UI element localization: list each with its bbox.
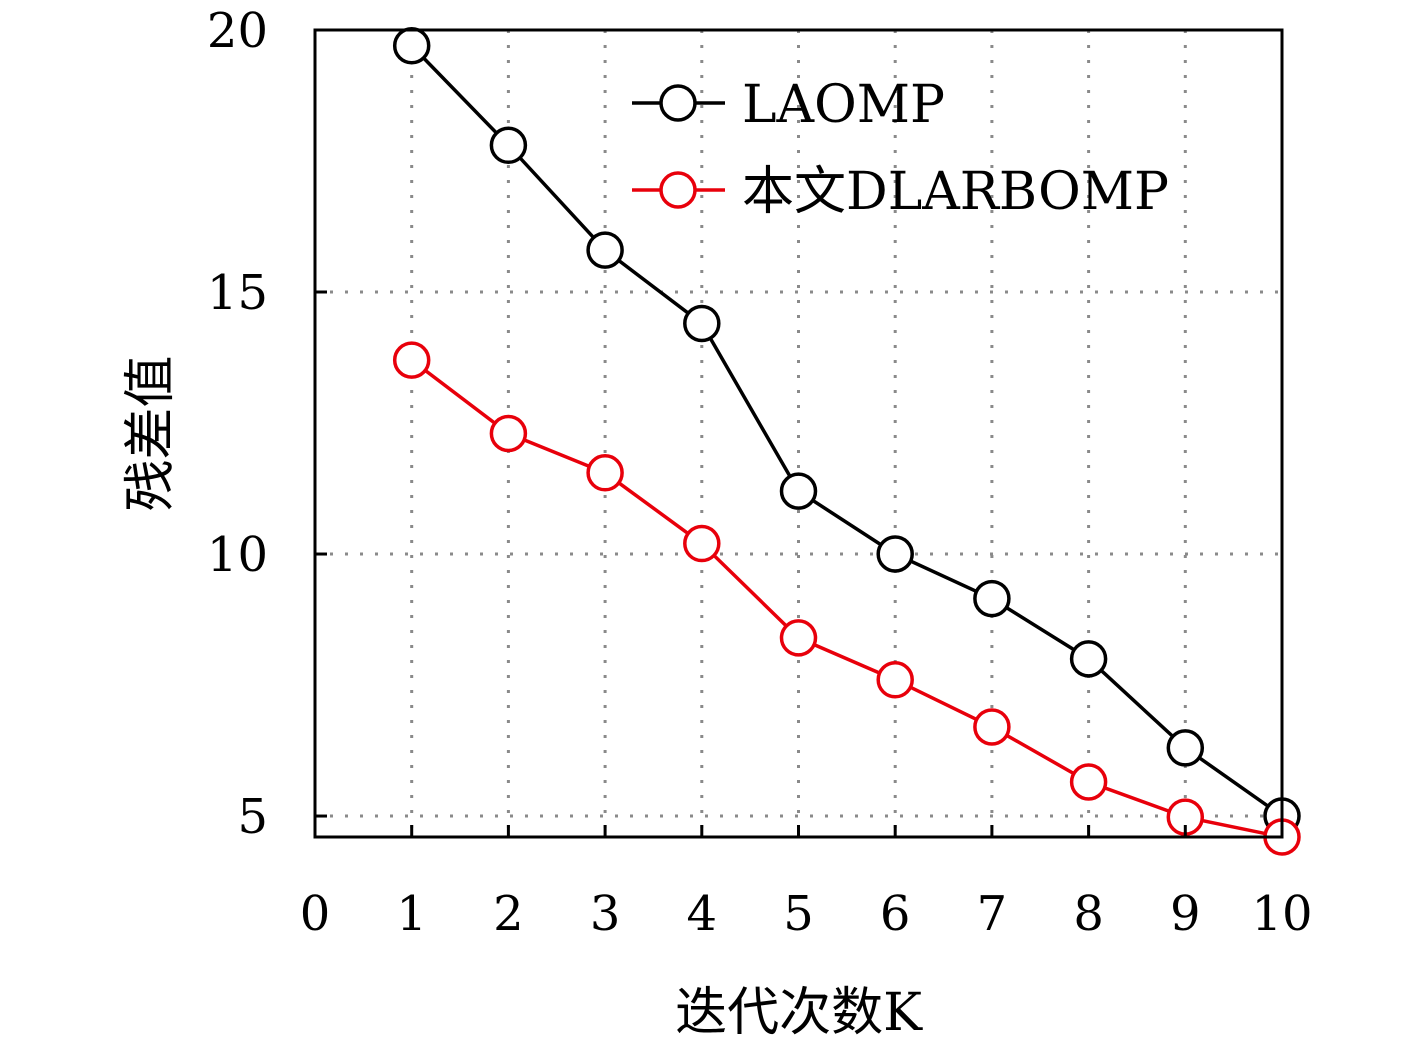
data-point <box>489 414 528 453</box>
data-point <box>586 231 624 269</box>
x-tick-label: 10 <box>1251 886 1312 942</box>
y-tick-label: 5 <box>237 789 268 845</box>
data-point <box>683 304 721 343</box>
x-tick-label: 2 <box>493 886 524 942</box>
data-point <box>779 619 818 657</box>
x-tick-label: 8 <box>1073 886 1104 942</box>
y-axis-label: 残差值 <box>121 355 181 511</box>
grid <box>315 30 1282 837</box>
data-point <box>683 524 721 563</box>
data-point <box>392 341 431 379</box>
data-point <box>586 454 624 492</box>
x-tick-label: 1 <box>396 886 427 942</box>
series-line <box>410 44 1284 818</box>
legend-marker <box>659 84 697 122</box>
legend-label: LAOMP <box>742 75 945 135</box>
series-1 <box>392 26 1301 835</box>
data-point <box>973 708 1011 746</box>
legend-entry: LAOMP <box>632 75 945 135</box>
series-2 <box>392 341 1301 856</box>
data-point <box>1069 640 1108 678</box>
data-point <box>1069 763 1108 801</box>
x-tick-label: 3 <box>590 886 621 942</box>
data-point <box>876 535 914 573</box>
data-point <box>1166 729 1205 767</box>
legend-entry: 本文DLARBOMP <box>632 162 1169 222</box>
legend-marker <box>659 171 697 209</box>
y-tick-label: 15 <box>207 265 268 321</box>
data-point <box>489 126 528 165</box>
data-point <box>779 472 818 510</box>
y-tick-label: 20 <box>207 3 268 59</box>
axis-ticks: 0 1 2 3 4 5 6 7 8 9 10 5 10 15 20 <box>207 3 1313 942</box>
x-tick-label: 5 <box>783 886 814 942</box>
series-line <box>410 358 1283 839</box>
x-tick-label: 7 <box>977 886 1008 942</box>
data-point <box>876 661 914 699</box>
data-point <box>973 579 1011 618</box>
x-tick-label: 4 <box>687 886 718 942</box>
x-tick-label: 0 <box>300 886 331 942</box>
x-tick-label: 9 <box>1170 886 1201 942</box>
y-tick-label: 10 <box>207 527 268 583</box>
legend: LAOMP 本文DLARBOMP <box>632 75 1169 222</box>
legend-label: 本文DLARBOMP <box>742 162 1169 222</box>
data-point <box>392 26 431 65</box>
series-layer <box>392 26 1301 856</box>
x-tick-label: 6 <box>880 886 911 942</box>
x-axis-label: 迭代次数K <box>675 983 923 1043</box>
